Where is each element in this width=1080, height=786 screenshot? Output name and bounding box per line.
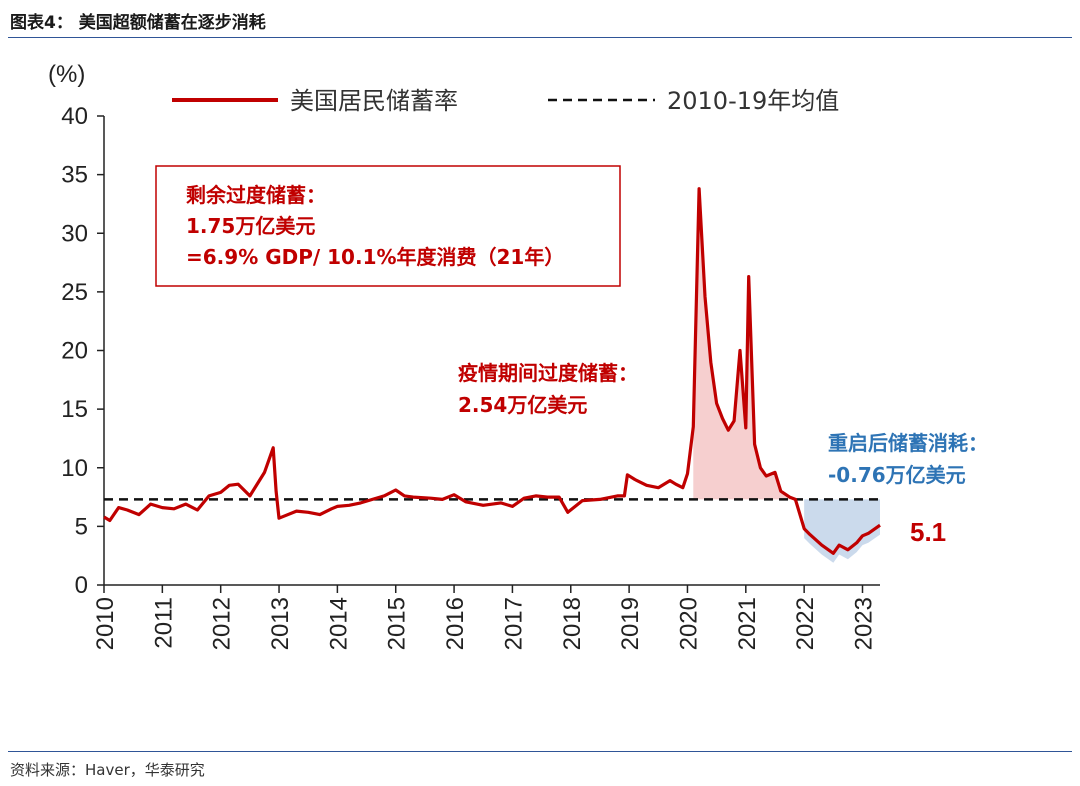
x-tick-label: 2017: [500, 597, 527, 650]
header-rule: [8, 37, 1072, 38]
y-tick-label: 25: [61, 279, 88, 306]
excess-savings-area: [693, 188, 796, 500]
savings-rate-line: [103, 187, 881, 555]
drawdown-area: [804, 499, 880, 563]
y-tick-label: 40: [61, 103, 88, 130]
box-line-3: =6.9% GDP/ 10.1%年度消费（21年）: [186, 245, 564, 269]
figure-title: 图表4： 美国超额储蓄在逐步消耗: [10, 13, 266, 33]
series-line: [103, 187, 881, 555]
y-axis-unit-label: (%): [48, 61, 85, 88]
footer-rule: [8, 751, 1072, 752]
y-tick-label: 10: [61, 455, 88, 482]
drawdown-label-2: -0.76万亿美元: [828, 463, 966, 487]
x-tick-label: 2018: [559, 597, 586, 650]
y-tick-label: 5: [75, 513, 88, 540]
remaining-excess-box: [155, 165, 621, 287]
x-tick-label: 2011: [150, 597, 177, 649]
x-tick-label: 2020: [675, 597, 702, 650]
excess-savings-label-1: 疫情期间过度储蓄：: [458, 361, 638, 385]
drawdown-label-1: 重启后储蓄消耗：: [828, 431, 988, 455]
x-tick-label: 2016: [442, 597, 469, 650]
y-tick-label: 35: [61, 162, 88, 189]
y-tick-label: 15: [61, 396, 88, 423]
x-tick-label: 2021: [734, 597, 761, 650]
legend: 美国居民储蓄率 2010-19年均值: [172, 87, 839, 115]
y-tick-label: 20: [61, 338, 88, 365]
x-tick-label: 2023: [850, 597, 877, 650]
x-tick-label: 2022: [792, 597, 819, 650]
y-tick-label: 0: [75, 572, 88, 599]
box-line-2: 1.75万亿美元: [186, 214, 315, 238]
legend-reference-label: 2010-19年均值: [667, 87, 839, 115]
x-tick-label: 2013: [267, 597, 294, 650]
x-tick-label: 2014: [325, 597, 352, 650]
box-line-1: 剩余过度储蓄：: [186, 183, 326, 207]
latest-value-label: 5.1: [910, 517, 946, 547]
x-tick-label: 2019: [617, 597, 644, 650]
y-axis: 0 5 10 15 20 25 30 35 40: [61, 103, 105, 599]
y-tick-label: 30: [61, 220, 88, 247]
shaded-areas: [693, 188, 880, 563]
x-tick-label: 2012: [209, 597, 236, 650]
source-note: 资料来源：Haver，华泰研究: [10, 761, 205, 779]
legend-series-label: 美国居民储蓄率: [290, 87, 458, 115]
x-axis: 2010 2011 2012 2013 2014 2015 2016 2017 2018 2019…: [92, 584, 880, 650]
excess-savings-label-2: 2.54万亿美元: [458, 393, 587, 417]
x-tick-label: 2015: [384, 597, 411, 650]
x-tick-label: 2010: [92, 597, 119, 650]
